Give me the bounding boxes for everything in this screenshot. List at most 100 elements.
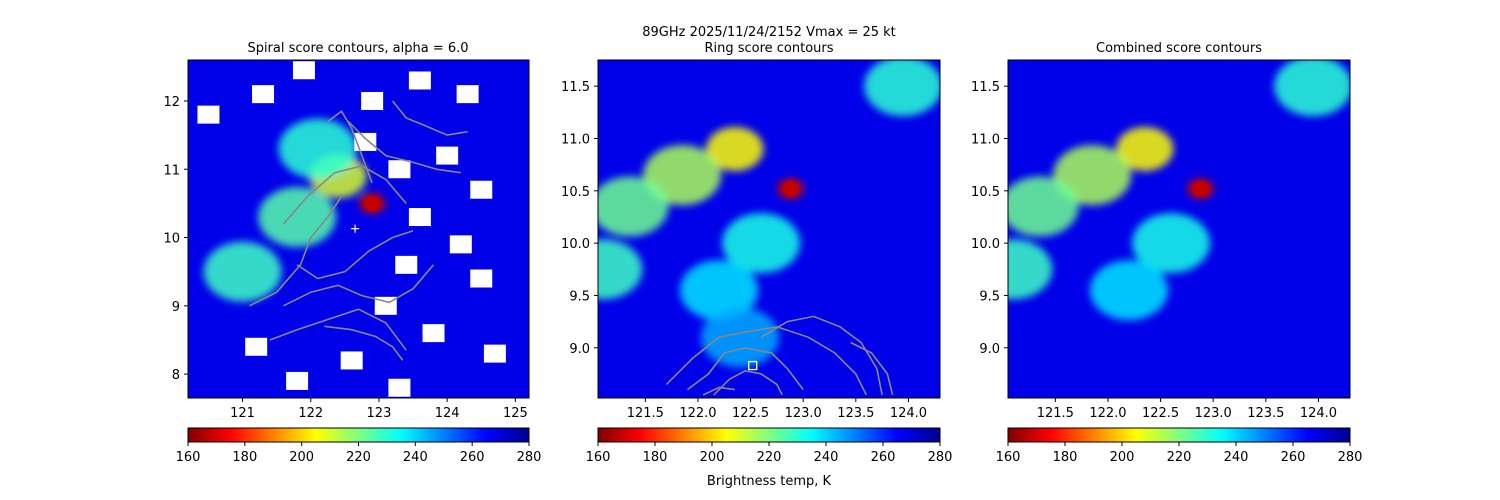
y-tick-label: 9.0 — [569, 342, 590, 357]
heatmap-field-spiral — [188, 60, 529, 398]
colorbar-tick-label: 160 — [176, 450, 201, 465]
colorbar-tick-label: 160 — [996, 450, 1021, 465]
field-feature — [1053, 145, 1132, 206]
x-tick-label: 123.0 — [1195, 406, 1232, 421]
x-tick-label: 121.5 — [627, 406, 664, 421]
missing-data-patch — [449, 235, 472, 254]
heatmap-field-combined — [1008, 60, 1350, 398]
contour-line — [324, 325, 404, 361]
missing-data-patch — [436, 146, 459, 165]
y-tick-label: 11 — [163, 163, 180, 178]
x-tick-label: 123.5 — [837, 406, 874, 421]
field-core — [364, 195, 381, 212]
colorbar-tick-label: 220 — [757, 450, 782, 465]
x-tick-label: 122.5 — [732, 406, 769, 421]
colorbar-tick-label: 260 — [460, 450, 485, 465]
x-tick-label: 121 — [230, 406, 255, 421]
x-tick-label: 122.0 — [679, 406, 716, 421]
x-tick-label: 121.5 — [1037, 406, 1074, 421]
missing-data-patch — [483, 344, 506, 363]
contour-line — [686, 346, 804, 391]
contour-lines-ring — [665, 315, 894, 396]
panel-title-spiral: Spiral score contours, alpha = 6.0 — [247, 41, 468, 56]
panel-title-combined: Combined score contours — [1096, 41, 1262, 56]
missing-data-patch — [197, 105, 220, 124]
colorbar-tick-label: 260 — [871, 450, 896, 465]
colorbar-tick-label: 240 — [403, 450, 428, 465]
contour-line — [327, 110, 373, 184]
field-core — [782, 180, 799, 197]
plot-frame-spiral — [187, 59, 530, 399]
y-tick-label: 11.0 — [561, 132, 590, 147]
y-axis-combined: 9.0 9.5 10.0 10.5 11.0 11.5 — [971, 80, 1008, 357]
colorbar-tick-label: 180 — [1053, 450, 1078, 465]
x-axis-spiral: 121 122 123 124 125 — [230, 398, 528, 421]
field-feature — [643, 145, 722, 206]
colorbar-tick-label: 180 — [643, 450, 668, 465]
x-tick-label: 124.0 — [890, 406, 927, 421]
field-feature — [1132, 213, 1211, 274]
colorbar-combined: 160 180 200 220 240 260 280 — [996, 427, 1362, 465]
colorbar-gradient — [597, 427, 941, 443]
plot-frame-ring — [597, 59, 941, 399]
colorbar-ring: 160 180 200 220 240 260 280 — [586, 427, 952, 465]
missing-data-patch — [395, 255, 418, 274]
y-tick-label: 10 — [163, 232, 180, 247]
field-feature — [701, 307, 780, 368]
field-feature — [278, 118, 357, 179]
contour-line — [702, 386, 735, 396]
field-feature — [203, 241, 282, 302]
y-tick-label: 11.5 — [561, 80, 590, 95]
missing-data-patch — [388, 160, 411, 179]
x-tick-label: 123.0 — [785, 406, 822, 421]
colorbar-tick-label: 280 — [517, 450, 542, 465]
plot-frame-combined — [1007, 59, 1351, 399]
y-tick-label: 8 — [172, 368, 180, 383]
contour-line — [850, 341, 894, 396]
missing-data-patch — [286, 371, 309, 390]
contour-line — [347, 120, 461, 174]
field-feature — [722, 213, 801, 274]
colorbar-tick-label: 260 — [1281, 450, 1306, 465]
colorbar-spiral: 160 180 200 220 240 260 280 — [176, 427, 542, 465]
y-tick-label: 12 — [163, 95, 180, 110]
contour-line — [249, 196, 343, 307]
field-feature — [258, 187, 337, 248]
missing-data-patch — [245, 337, 268, 356]
colorbar-tick-label: 200 — [289, 450, 314, 465]
colorbar-tick-label: 160 — [586, 450, 611, 465]
missing-data-patch — [456, 85, 479, 104]
x-tick-label: 122.0 — [1089, 406, 1126, 421]
colorbar-tick-label: 200 — [1110, 450, 1135, 465]
x-tick-label: 123 — [367, 406, 392, 421]
panel-ring: Ring score contours 121.5 122.0 122.5 123.0… — [561, 41, 952, 465]
missing-data-patch — [340, 351, 363, 370]
y-tick-label: 9 — [172, 300, 180, 315]
y-tick-label: 10.0 — [971, 237, 1000, 252]
contour-line — [296, 229, 414, 280]
field-feature — [1116, 126, 1174, 171]
contour-line — [665, 325, 868, 396]
field-feature — [1274, 60, 1350, 117]
figure-suptitle: 89GHz 2025/11/24/2152 Vmax = 25 kt — [642, 25, 896, 40]
y-axis-ring: 9.0 9.5 10.0 10.5 11.0 11.5 — [561, 80, 598, 357]
missing-data-patch — [470, 269, 493, 288]
field-feature — [1008, 239, 1053, 300]
colorbar-tick-label: 180 — [232, 450, 257, 465]
field-feature — [1090, 260, 1169, 321]
y-tick-label: 10.5 — [971, 185, 1000, 200]
x-tick-label: 122.5 — [1142, 406, 1179, 421]
contour-lines-spiral — [249, 100, 468, 361]
heatmap-field-ring — [598, 60, 940, 398]
contour-line — [760, 315, 883, 396]
center-marker-spiral — [351, 224, 360, 233]
y-axis-spiral: 8 9 10 11 12 — [163, 95, 188, 383]
colorbar-tick-label: 240 — [1224, 450, 1249, 465]
colorbar-tick-label: 220 — [346, 450, 371, 465]
y-tick-label: 10.5 — [561, 185, 590, 200]
y-tick-label: 9.5 — [569, 289, 590, 304]
x-tick-label: 125 — [503, 406, 528, 421]
x-tick-label: 124 — [435, 406, 460, 421]
colorbar-gradient — [187, 427, 530, 443]
